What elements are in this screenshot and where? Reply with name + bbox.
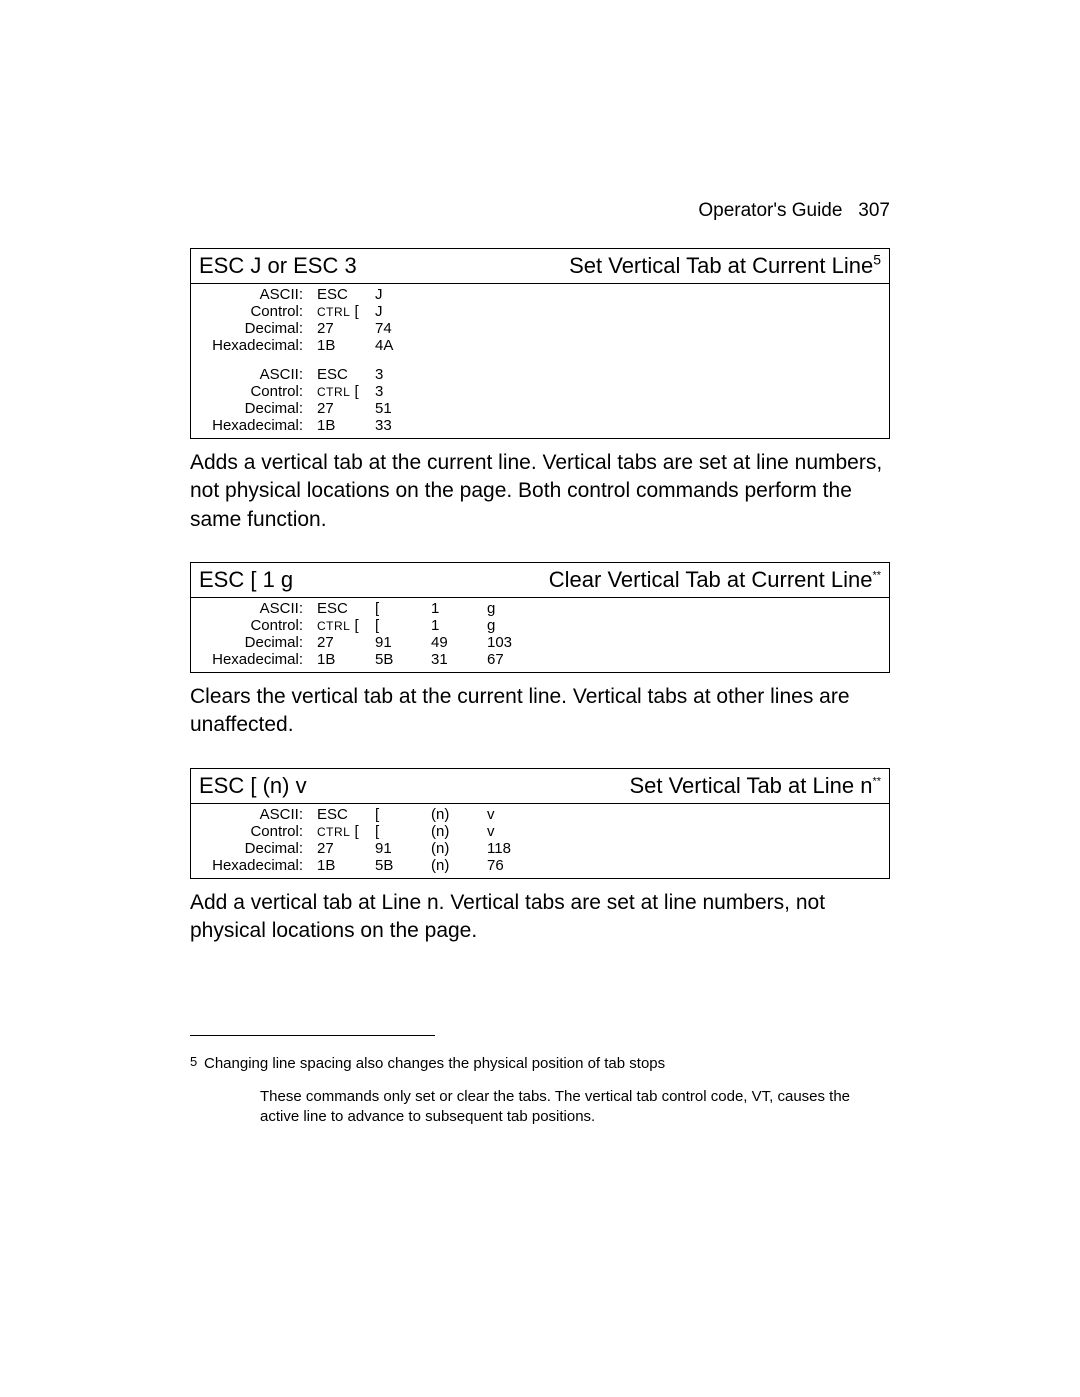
command-code: ESC [ (n) v <box>199 773 307 799</box>
code-label: Control: <box>191 823 307 840</box>
code-label: ASCII: <box>191 366 307 383</box>
code-label: ASCII: <box>191 286 307 303</box>
command-description: Clears the vertical tab at the current l… <box>190 683 890 740</box>
code-label: Hexadecimal: <box>191 651 307 668</box>
code-row: Decimal:2774 <box>191 320 889 337</box>
command-name: Set Vertical Tab at Current Line5 <box>569 253 881 279</box>
code-row: Hexadecimal:1B4A <box>191 337 889 354</box>
code-label: Decimal: <box>191 400 307 417</box>
code-row: Hexadecimal:1B5B(n)76 <box>191 857 889 874</box>
code-label: Control: <box>191 383 307 400</box>
code-label: Decimal: <box>191 320 307 337</box>
code-row: Control:CTRL [[1g <box>191 617 889 634</box>
code-label: ASCII: <box>191 600 307 617</box>
code-label: Decimal: <box>191 840 307 857</box>
page: Operator's Guide 307 ESC J or ESC 3 Set V… <box>0 0 1080 1127</box>
code-row: Control:CTRL [3 <box>191 383 889 400</box>
page-number: 307 <box>858 200 890 221</box>
footnote: 5Changing line spacing also changes the … <box>190 1054 890 1074</box>
code-label: Hexadecimal: <box>191 337 307 354</box>
command-title-row: ESC [ (n) v Set Vertical Tab at Line n** <box>191 769 889 804</box>
code-table: ASCII:ESC[(n)vControl:CTRL [[(n)vDecimal… <box>191 804 889 878</box>
code-label: Control: <box>191 303 307 320</box>
code-label: ASCII: <box>191 806 307 823</box>
footnotes: 5Changing line spacing also changes the … <box>190 1054 890 1127</box>
code-row: Hexadecimal:1B5B3167 <box>191 651 889 668</box>
footnote-text: Changing line spacing also changes the p… <box>204 1054 665 1074</box>
code-row: Decimal:2791(n)118 <box>191 840 889 857</box>
code-row: ASCII:ESC3 <box>191 366 889 383</box>
code-row: Decimal:279149103 <box>191 634 889 651</box>
code-row: Decimal:2751 <box>191 400 889 417</box>
command-description: Add a vertical tab at Line n. Vertical t… <box>190 889 890 946</box>
command-code: ESC [ 1 g <box>199 567 293 593</box>
code-table: ASCII:ESCJControl:CTRL [JDecimal:2774Hex… <box>191 284 889 438</box>
code-row: ASCII:ESC[1g <box>191 600 889 617</box>
footnote-text: These commands only set or clear the tab… <box>260 1087 890 1128</box>
command-title-row: ESC J or ESC 3 Set Vertical Tab at Curren… <box>191 249 889 284</box>
code-table: ASCII:ESC[1gControl:CTRL [[1gDecimal:279… <box>191 598 889 672</box>
code-label: Hexadecimal: <box>191 417 307 434</box>
code-label: Control: <box>191 617 307 634</box>
code-row: Control:CTRL [[(n)v <box>191 823 889 840</box>
commands-container: ESC J or ESC 3 Set Vertical Tab at Curren… <box>190 248 890 945</box>
command-box: ESC J or ESC 3 Set Vertical Tab at Curren… <box>190 248 890 439</box>
footnote-separator <box>190 1035 435 1036</box>
code-row: Control:CTRL [J <box>191 303 889 320</box>
command-name: Clear Vertical Tab at Current Line** <box>549 567 881 593</box>
footnote-marker <box>246 1087 260 1128</box>
footnote-marker: 5 <box>190 1054 204 1074</box>
command-title-row: ESC [ 1 g Clear Vertical Tab at Current L… <box>191 563 889 598</box>
command-description: Adds a vertical tab at the current line.… <box>190 449 890 534</box>
footnote: These commands only set or clear the tab… <box>190 1087 890 1128</box>
page-header: Operator's Guide 307 <box>190 200 890 222</box>
code-row: ASCII:ESCJ <box>191 286 889 303</box>
code-label: Hexadecimal: <box>191 857 307 874</box>
command-name: Set Vertical Tab at Line n** <box>629 773 881 799</box>
code-row: Hexadecimal:1B33 <box>191 417 889 434</box>
command-box: ESC [ (n) v Set Vertical Tab at Line n** A… <box>190 768 890 879</box>
code-label: Decimal: <box>191 634 307 651</box>
code-row: ASCII:ESC[(n)v <box>191 806 889 823</box>
command-box: ESC [ 1 g Clear Vertical Tab at Current L… <box>190 562 890 673</box>
command-code: ESC J or ESC 3 <box>199 253 357 279</box>
header-title: Operator's Guide <box>698 200 842 221</box>
